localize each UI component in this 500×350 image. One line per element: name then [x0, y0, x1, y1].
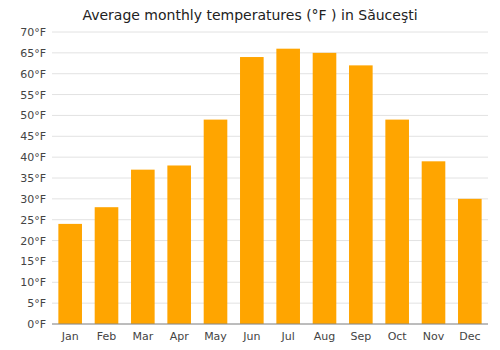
bar	[422, 161, 446, 324]
bar	[313, 53, 337, 324]
title: Average monthly temperatures (°F ) in Să…	[82, 7, 417, 23]
y-tick-label: 65°F	[20, 47, 46, 60]
bar	[204, 120, 228, 324]
x-tick-label: Jul	[281, 330, 295, 343]
bar	[458, 199, 482, 324]
y-tick-label: 5°F	[27, 297, 46, 310]
x-tick-label: Apr	[170, 330, 190, 343]
y-tick-label: 60°F	[20, 68, 46, 81]
bar	[95, 207, 119, 324]
grid-line	[52, 136, 488, 137]
x-tick-label: Jun	[242, 330, 260, 343]
bars	[58, 49, 481, 324]
bar	[240, 57, 264, 324]
grid-line	[52, 52, 488, 53]
grid-line	[52, 73, 488, 74]
y-tick-label: 40°F	[20, 151, 46, 164]
chart-svg: Average monthly temperatures (°F ) in Să…	[0, 0, 500, 350]
x-tick-label: Sep	[350, 330, 371, 343]
grid-line	[52, 115, 488, 116]
x-tick-label: Nov	[423, 330, 445, 343]
bar	[385, 120, 409, 324]
x-tick-label: Mar	[132, 330, 153, 343]
bar	[167, 165, 191, 324]
bar	[349, 65, 373, 324]
y-tick-label: 15°F	[20, 255, 46, 268]
x-tick-label: Aug	[314, 330, 335, 343]
y-tick-label: 0°F	[27, 318, 46, 331]
y-tick-label: 45°F	[20, 130, 46, 143]
y-tick-label: 30°F	[20, 193, 46, 206]
bar	[276, 49, 300, 324]
x-axis-line	[52, 324, 488, 325]
grid	[52, 32, 488, 324]
y-tick-label: 50°F	[20, 109, 46, 122]
bar	[131, 170, 155, 324]
chart-container: Average monthly temperatures (°F ) in Să…	[0, 0, 500, 350]
x-tick-label: Feb	[97, 330, 116, 343]
y-tick-label: 55°F	[20, 89, 46, 102]
grid-line	[52, 32, 488, 33]
y-tick-label: 25°F	[20, 214, 46, 227]
bar	[58, 224, 82, 324]
y-tick-label: 70°F	[20, 26, 46, 39]
x-tick-label: May	[204, 330, 227, 343]
x-tick-label: Jan	[61, 330, 79, 343]
background	[0, 0, 500, 350]
grid-line	[52, 324, 488, 325]
y-tick-label: 20°F	[20, 235, 46, 248]
y-tick-label: 10°F	[20, 276, 46, 289]
y-tick-label: 35°F	[20, 172, 46, 185]
x-tick-label: Oct	[388, 330, 408, 343]
x-tick-label: Dec	[459, 330, 480, 343]
grid-line	[52, 94, 488, 95]
grid-line	[52, 157, 488, 158]
